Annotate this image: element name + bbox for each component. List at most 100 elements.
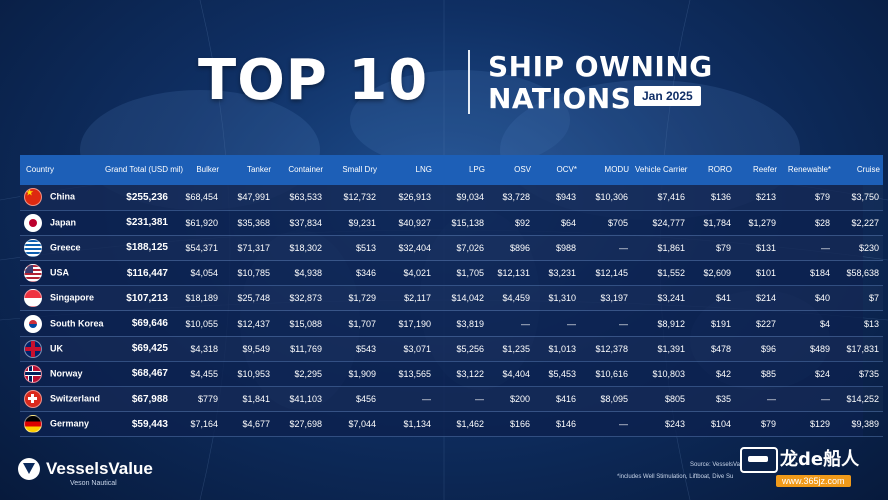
value-cell: $32,404	[398, 242, 431, 253]
value-cell: $1,391	[657, 343, 685, 354]
value-cell: $4,459	[502, 293, 530, 304]
value-cell: $1,705	[456, 268, 484, 279]
country-name: South Korea	[50, 317, 104, 328]
value-cell: $1,310	[548, 293, 576, 304]
flag-kr-icon	[24, 314, 42, 333]
value-cell: $478	[710, 343, 731, 354]
value-cell: $3,197	[600, 293, 628, 304]
value-cell: $131	[755, 242, 776, 253]
country-cell: South Korea	[20, 311, 104, 336]
value-cell: $40	[814, 293, 830, 304]
value-cell: $184	[809, 268, 830, 279]
table-row: South Korea $69,646 $10,055 $12,437 $15,088 $…	[20, 311, 883, 337]
column-header: Container	[288, 165, 323, 174]
value-cell: $15,088	[289, 318, 322, 329]
value-cell: $5,256	[456, 343, 484, 354]
value-cell: $10,785	[237, 268, 270, 279]
value-cell: $489	[809, 343, 830, 354]
value-cell: $37,834	[289, 217, 322, 228]
value-cell: $5,453	[548, 368, 576, 379]
value-cell: $705	[607, 217, 628, 228]
country-cell: Japan	[20, 210, 102, 235]
table-row: Germany $59,443 $7,164 $4,677 $27,698 $7,044 $…	[20, 412, 883, 437]
source-note: Source: VesselsVal	[690, 462, 742, 468]
value-cell: $40,927	[398, 217, 431, 228]
value-cell: —	[567, 318, 576, 329]
value-cell: $13	[863, 318, 879, 329]
value-cell: $9,034	[456, 192, 484, 203]
value-cell: $54,371	[185, 242, 218, 253]
value-cell: $17,190	[398, 318, 431, 329]
grand-total-cell: $69,425	[131, 343, 168, 355]
value-cell: —	[619, 419, 628, 430]
column-header: Small Dry	[342, 165, 377, 174]
vesselsvalue-logo-icon	[18, 458, 40, 480]
column-header: Grand Total (USD mil)	[105, 165, 184, 174]
country-cell: USA	[20, 261, 102, 286]
flag-jp-icon	[24, 213, 42, 232]
value-cell: $10,803	[652, 368, 685, 379]
value-cell: $25,748	[237, 293, 270, 304]
value-cell: $7	[868, 293, 879, 304]
value-cell: $416	[555, 394, 576, 405]
grand-total-cell: $107,213	[126, 292, 168, 304]
value-cell: $1,729	[348, 293, 376, 304]
grand-total-cell: $68,467	[131, 368, 168, 380]
table-body: China $255,236 $68,454 $47,991 $63,533 $12,73…	[20, 185, 883, 437]
value-cell: $79	[760, 419, 776, 430]
value-cell: $943	[555, 192, 576, 203]
vesselsvalue-logo: VesselsValue Veson Nautical	[18, 456, 153, 492]
country-name: Germany	[50, 418, 90, 429]
value-cell: —	[422, 394, 431, 405]
watermark-text: 龙de船人	[780, 449, 860, 470]
flag-gr-icon	[24, 238, 42, 257]
country-cell: Singapore	[20, 286, 102, 311]
value-cell: $896	[509, 242, 530, 253]
value-cell: $12,378	[595, 343, 628, 354]
value-cell: $42	[715, 368, 731, 379]
value-cell: $243	[664, 419, 685, 430]
value-cell: $1,861	[657, 242, 685, 253]
country-name: UK	[50, 343, 63, 354]
watermark: 龙de船人 www.365jz.com	[740, 445, 880, 495]
value-cell: $2,295	[294, 368, 322, 379]
value-cell: $1,462	[456, 419, 484, 430]
value-cell: $11,769	[290, 343, 322, 354]
grand-total-cell: $116,447	[126, 267, 168, 279]
column-header: MODU	[604, 165, 629, 174]
column-header: Cruise	[856, 165, 880, 174]
value-cell: $129	[809, 419, 830, 430]
flag-de-icon	[24, 415, 42, 434]
value-cell: $346	[355, 268, 376, 279]
value-cell: $61,920	[185, 217, 218, 228]
value-cell: $3,071	[403, 343, 431, 354]
table-row: Switzerland $67,988 $779 $1,841 $41,103 $456 —…	[20, 387, 883, 412]
date-badge: Jan 2025	[634, 86, 701, 106]
value-cell: $24	[814, 368, 830, 379]
value-cell: $35,368	[237, 217, 270, 228]
value-cell: $1,909	[348, 368, 376, 379]
country-name: Singapore	[50, 292, 95, 303]
value-cell: —	[521, 318, 530, 329]
flag-uk-icon	[24, 339, 42, 358]
value-cell: $4,318	[190, 343, 218, 354]
column-header: OSV	[514, 165, 531, 174]
value-cell: $9,549	[242, 343, 270, 354]
title-line2: NATIONS	[488, 82, 632, 115]
value-cell: $3,241	[657, 293, 685, 304]
country-name: USA	[50, 267, 70, 278]
ship-icon	[740, 447, 778, 473]
value-cell: $79	[715, 242, 731, 253]
country-name: Greece	[50, 242, 81, 253]
value-cell: —	[475, 394, 484, 405]
value-cell: $12,131	[497, 268, 530, 279]
value-cell: $3,728	[502, 192, 530, 203]
country-cell: Norway	[20, 361, 102, 386]
table-row: Singapore $107,213 $18,189 $25,748 $32,873 $1…	[20, 286, 883, 311]
value-cell: $1,013	[548, 343, 576, 354]
value-cell: $68,454	[185, 192, 218, 203]
value-cell: —	[821, 242, 830, 253]
value-cell: $17,831	[846, 343, 879, 354]
value-cell: $101	[755, 268, 776, 279]
value-cell: $513	[355, 242, 376, 253]
